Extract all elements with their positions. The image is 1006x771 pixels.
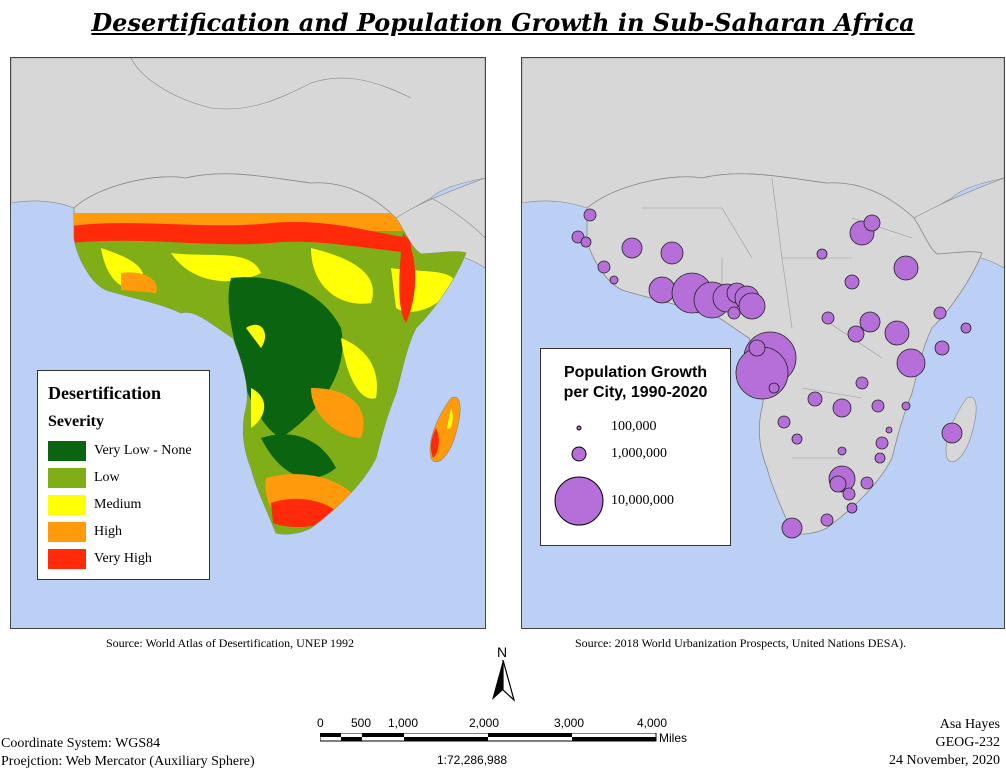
city-bubble bbox=[832, 398, 852, 418]
city-bubble bbox=[875, 436, 889, 450]
city-bubble bbox=[791, 433, 803, 445]
city-bubble bbox=[842, 487, 856, 501]
city-bubble bbox=[648, 276, 676, 304]
city-bubble bbox=[748, 339, 766, 357]
legend-swatch bbox=[48, 468, 86, 488]
city-bubble bbox=[829, 475, 847, 493]
city-bubble bbox=[884, 320, 910, 346]
city-bubble bbox=[847, 325, 865, 343]
scale-tick-3000: 3,000 bbox=[554, 716, 585, 730]
legend-subtitle: Severity bbox=[48, 413, 104, 430]
city-bubble bbox=[660, 241, 684, 265]
city-bubble bbox=[871, 399, 885, 413]
author: Asa Hayes bbox=[939, 717, 1000, 732]
legend-title: Desertification bbox=[48, 383, 161, 403]
legend-swatch bbox=[48, 495, 86, 515]
city-bubble bbox=[816, 248, 828, 260]
legend-label-small: 100,000 bbox=[611, 419, 657, 434]
city-bubble bbox=[621, 237, 643, 259]
city-bubble bbox=[893, 255, 919, 281]
city-bubble bbox=[768, 382, 780, 394]
scale-ratio: 1:72,286,988 bbox=[437, 753, 508, 767]
city-bubble bbox=[844, 274, 860, 290]
city-bubble bbox=[855, 376, 869, 390]
city-bubble bbox=[583, 208, 597, 222]
legend-label: High bbox=[94, 524, 122, 539]
city-bubble bbox=[859, 311, 881, 333]
city-bubble bbox=[609, 275, 619, 285]
legend-swatch bbox=[48, 441, 86, 461]
city-bubble bbox=[863, 214, 881, 232]
legend-label-large: 10,000,000 bbox=[611, 493, 674, 508]
city-bubble bbox=[846, 502, 858, 514]
scale-tick-500: 500 bbox=[351, 716, 372, 730]
legend-swatch bbox=[48, 522, 86, 542]
city-bubble bbox=[820, 513, 834, 527]
legend-title: Population Growth per City, 1990-2020 bbox=[541, 363, 730, 403]
scale-tick-2000: 2,000 bbox=[469, 716, 500, 730]
north-arrow: N bbox=[488, 644, 518, 704]
city-bubble bbox=[580, 236, 592, 248]
city-bubble bbox=[960, 322, 972, 334]
city-bubbles bbox=[571, 208, 972, 539]
city-bubble bbox=[874, 452, 886, 464]
course: GEOG-232 bbox=[935, 735, 1000, 750]
city-bubble bbox=[727, 306, 741, 320]
city-bubble bbox=[807, 391, 823, 407]
legend-label: Medium bbox=[94, 497, 142, 512]
map-title: Desertification and Population Growth in… bbox=[91, 8, 915, 37]
city-bubble bbox=[941, 422, 963, 444]
city-bubble bbox=[821, 311, 835, 325]
legend-label: Very Low - None bbox=[94, 443, 192, 458]
desertification-map[interactable]: Desertification Severity Very Low - None… bbox=[10, 57, 486, 629]
legend-label-medium: 1,000,000 bbox=[611, 446, 667, 461]
scale-tick-0: 0 bbox=[317, 716, 324, 730]
city-bubble bbox=[735, 346, 789, 400]
legend-label: Very High bbox=[94, 551, 152, 566]
city-bubble bbox=[781, 517, 803, 539]
city-bubble bbox=[597, 260, 611, 274]
desertification-legend: Desertification Severity Very Low - None… bbox=[37, 370, 210, 580]
scale-tick-4000: 4,000 bbox=[637, 716, 668, 730]
left-source: Source: World Atlas of Desertification, … bbox=[106, 636, 354, 650]
coordinate-system: Coordinate System: WGS84 bbox=[1, 736, 161, 751]
city-bubble bbox=[933, 306, 947, 320]
legend-label: Low bbox=[94, 470, 120, 485]
legend-swatch bbox=[48, 549, 86, 569]
legend-title-line2: per City, 1990-2020 bbox=[563, 384, 708, 401]
city-bubble bbox=[901, 401, 911, 411]
legend-title-line1: Population Growth bbox=[563, 364, 708, 381]
city-bubble bbox=[885, 426, 893, 434]
population-legend: Population Growth per City, 1990-2020 10… bbox=[540, 348, 731, 546]
population-growth-map[interactable]: Population Growth per City, 1990-2020 10… bbox=[521, 57, 1005, 629]
scale-tick-1000: 1,000 bbox=[388, 716, 419, 730]
city-bubble bbox=[934, 340, 950, 356]
scale-bar bbox=[320, 733, 657, 742]
city-bubble bbox=[777, 415, 791, 429]
scale-unit: Miles bbox=[659, 731, 688, 745]
city-bubble bbox=[896, 348, 926, 378]
city-bubble bbox=[837, 446, 847, 456]
projection: Proejction: Web Mercator (Auxiliary Sphe… bbox=[1, 754, 255, 769]
city-bubble bbox=[860, 476, 874, 490]
date: 24 November, 2020 bbox=[888, 753, 1000, 768]
city-bubble bbox=[738, 292, 766, 320]
north-arrow-icon bbox=[492, 660, 516, 702]
north-label: N bbox=[497, 644, 508, 660]
right-source: Source: 2018 World Urbanization Prospect… bbox=[575, 636, 907, 650]
